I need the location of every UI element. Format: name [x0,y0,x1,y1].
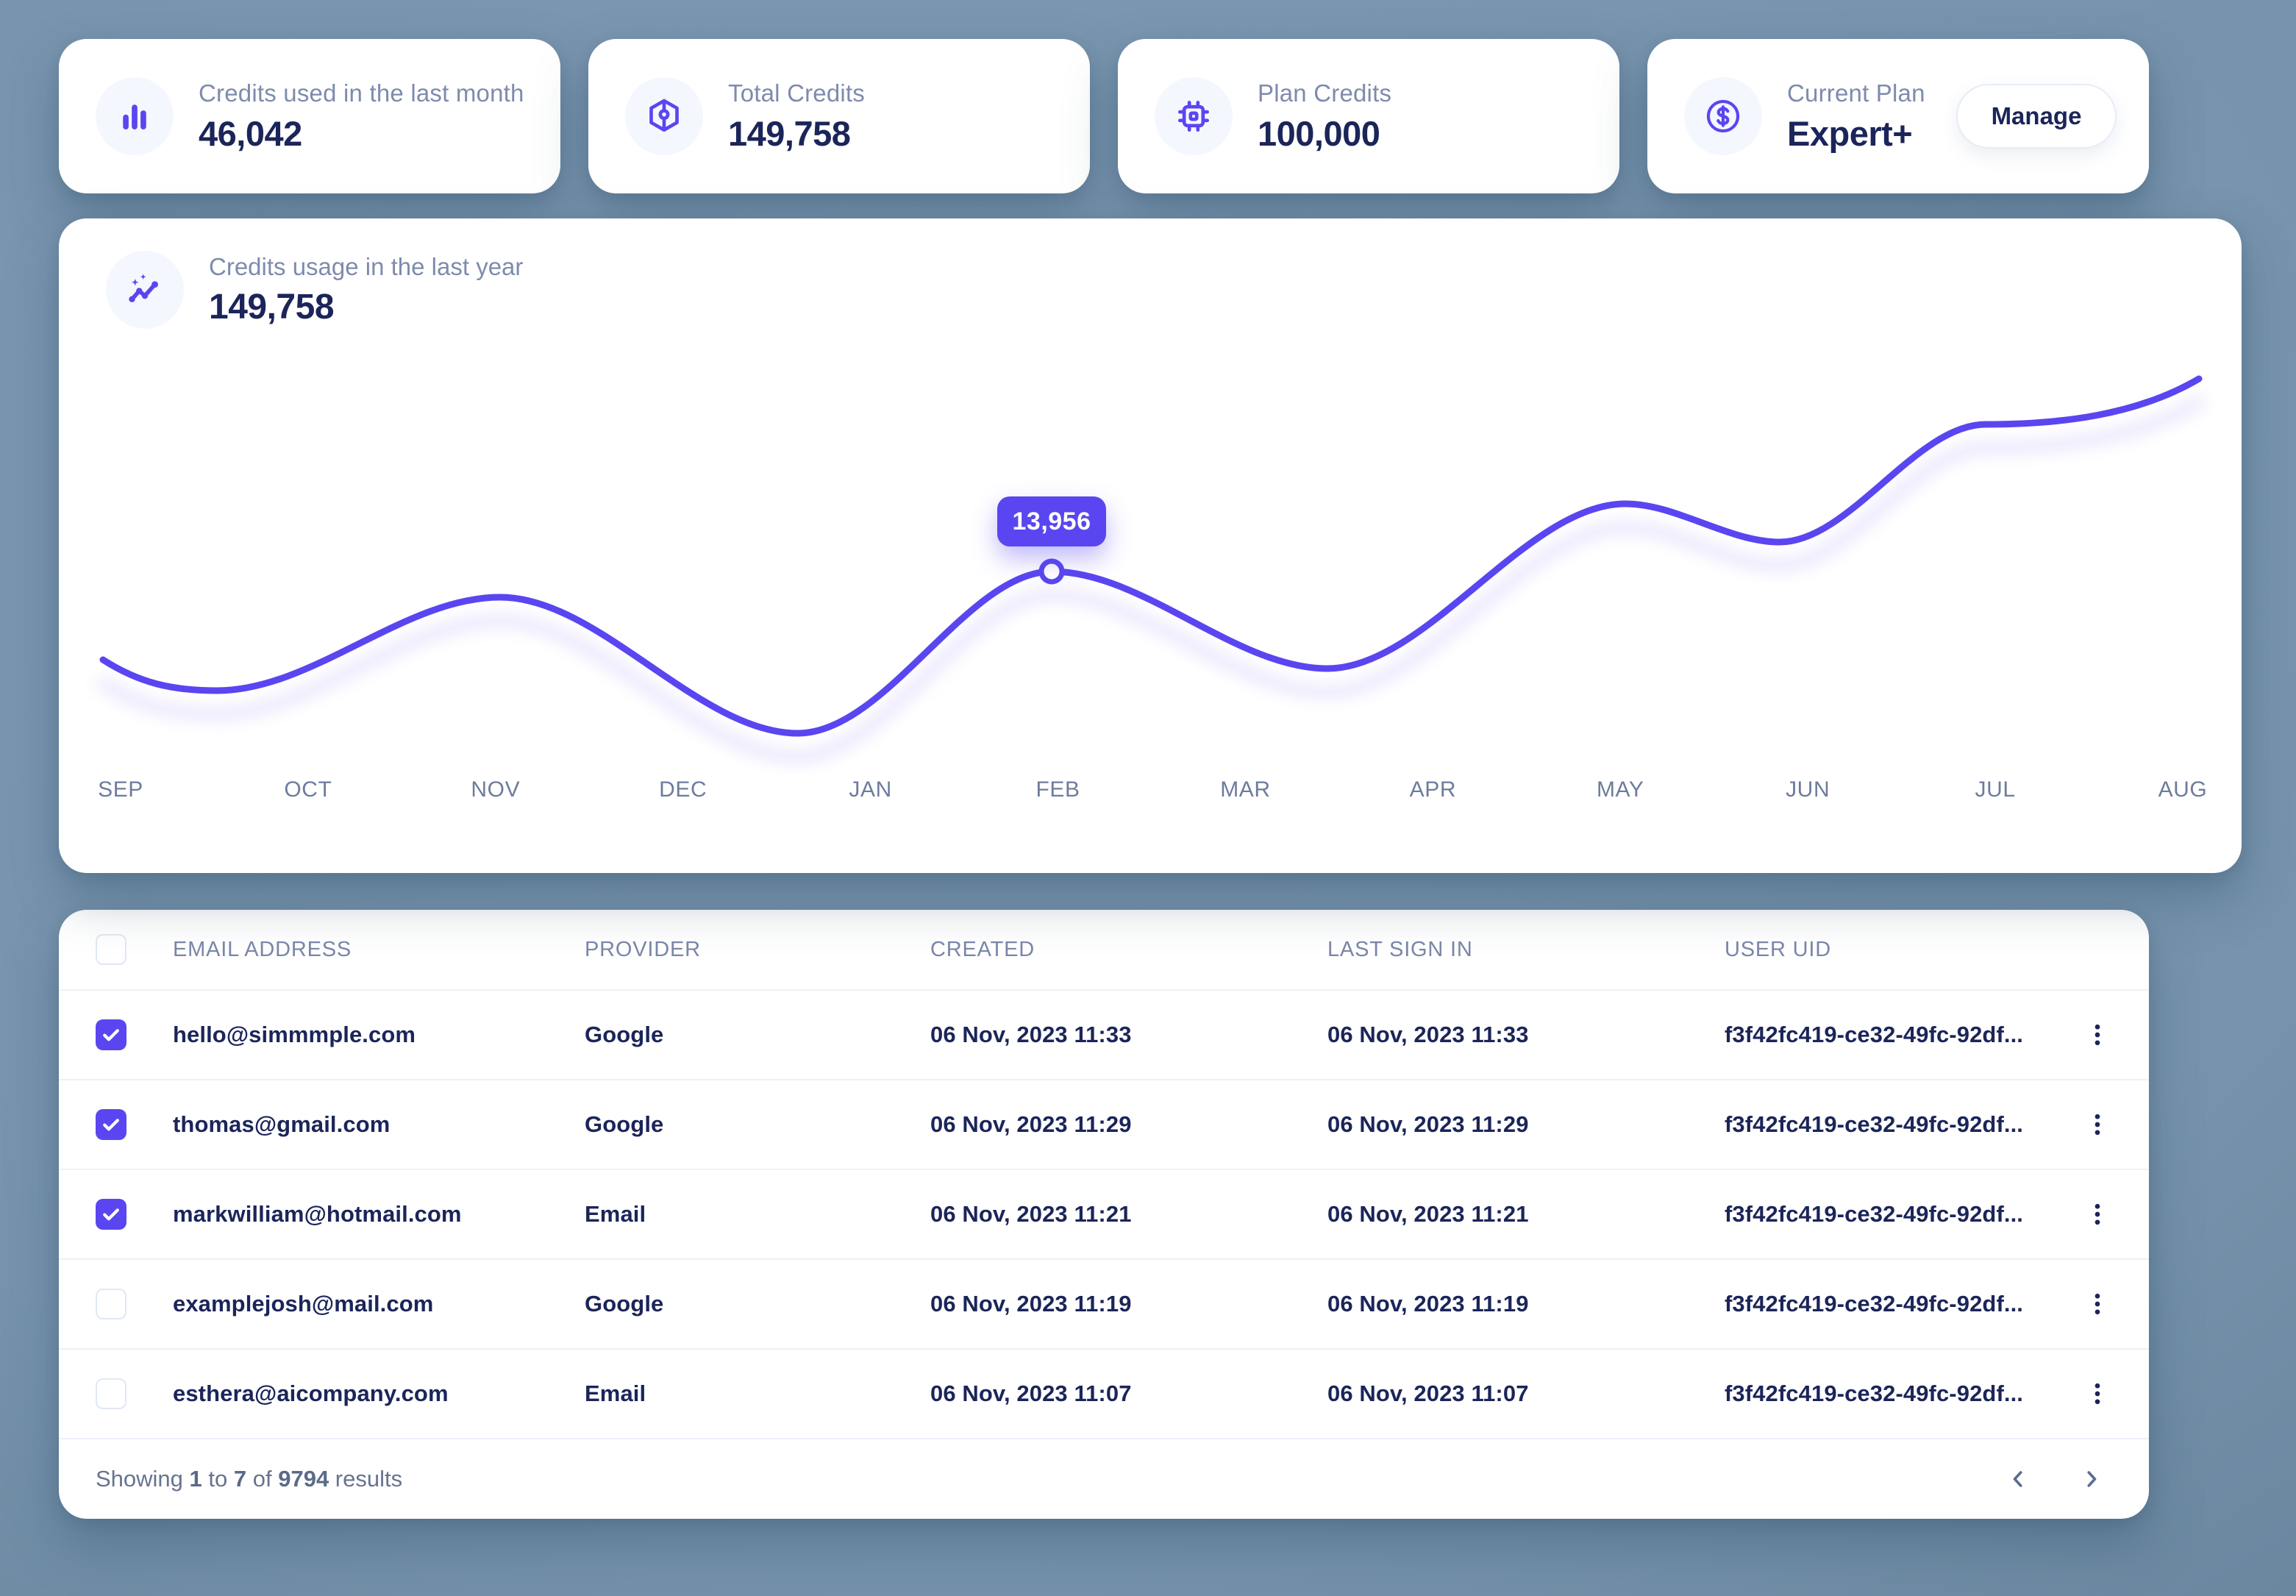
dollar-icon [1684,77,1762,155]
provider-cell: Email [585,1201,646,1227]
month-label: OCT [284,777,332,802]
stat-label: Plan Credits [1258,79,1392,107]
created-cell: 06 Nov, 2023 11:21 [930,1201,1132,1227]
chart-header: Credits usage in the last year 149,758 [106,251,523,329]
users-table-card: EMAIL ADDRESS PROVIDER CREATED LAST SIGN… [59,910,2149,1519]
col-header-created: CREATED [930,937,1035,961]
created-cell: 06 Nov, 2023 11:07 [930,1381,1132,1406]
month-label: MAR [1220,777,1271,802]
table-row: examplejosh@mail.com Google 06 Nov, 2023… [59,1258,2149,1348]
table-body: hello@simmmple.com Google 06 Nov, 2023 1… [59,989,2149,1438]
month-label: MAY [1596,777,1644,802]
trend-sparkle-icon [106,251,184,329]
month-label: FEB [1035,777,1080,802]
last-sign-in-cell: 06 Nov, 2023 11:33 [1327,1022,1529,1047]
col-header-provider: PROVIDER [585,937,701,961]
chart-tooltip-value: 13,956 [1012,507,1091,535]
email-cell: thomas@gmail.com [173,1111,391,1137]
user-uid-cell: f3f42fc419-ce32-49fc-92df... [1725,1022,2024,1047]
usage-line [99,375,2203,737]
chart-tooltip: 13,956 [997,496,1106,546]
stat-card: Current Plan Expert+ Manage [1647,39,2149,193]
row-checkbox[interactable] [96,1378,126,1409]
stat-label: Credits used in the last month [199,79,524,107]
row-checkbox[interactable] [96,1019,126,1050]
stat-card: Total Credits 149,758 [588,39,1090,193]
month-label: NOV [471,777,521,802]
stat-value: Expert+ [1787,113,1913,153]
usage-line-shadow [97,396,2205,763]
user-uid-cell: f3f42fc419-ce32-49fc-92df... [1725,1201,2024,1227]
month-label: JAN [849,777,892,802]
stat-card: Credits used in the last month 46,042 [59,39,560,193]
col-header-email: EMAIL ADDRESS [173,937,352,961]
usage-line-chart [97,375,2205,763]
table-row: markwilliam@hotmail.com Email 06 Nov, 20… [59,1169,2149,1258]
table-row: esthera@aicompany.com Email 06 Nov, 2023… [59,1348,2149,1438]
stats-row: Credits used in the last month 46,042 To… [59,39,2296,193]
chip-icon [1155,77,1233,155]
cube-icon [625,77,703,155]
month-label: SEP [98,777,143,802]
select-all-checkbox[interactable] [96,934,126,965]
last-sign-in-cell: 06 Nov, 2023 11:19 [1327,1291,1529,1317]
x-axis-months: SEP OCT NOV DEC JAN FEB MAR APR MAY JUN JUL AUG [87,777,2217,802]
stat-value: 100,000 [1258,113,1380,153]
manage-button[interactable]: Manage [1956,84,2117,149]
stat-label: Current Plan [1787,79,1925,107]
col-header-user-uid: USER UID [1725,937,1831,961]
last-sign-in-cell: 06 Nov, 2023 11:29 [1327,1111,1529,1137]
row-menu-button[interactable] [2075,1282,2119,1326]
stat-card: Plan Credits 100,000 [1118,39,1619,193]
usage-chart-card: Credits usage in the last year 149,758 1… [59,218,2242,873]
email-cell: esthera@aicompany.com [173,1381,449,1406]
provider-cell: Email [585,1381,646,1406]
user-uid-cell: f3f42fc419-ce32-49fc-92df... [1725,1111,2024,1137]
chart-marker-point[interactable] [1038,558,1065,585]
row-checkbox[interactable] [96,1289,126,1319]
table-row: hello@simmmple.com Google 06 Nov, 2023 1… [59,989,2149,1079]
stat-value: 149,758 [728,113,851,153]
stat-label: Total Credits [728,79,866,107]
chart-total-value: 149,758 [209,287,335,327]
table-row: thomas@gmail.com Google 06 Nov, 2023 11:… [59,1079,2149,1169]
results-summary: Showing 1 to 7 of 9794 results [96,1466,403,1492]
table-footer: Showing 1 to 7 of 9794 results [59,1438,2149,1519]
row-checkbox[interactable] [96,1199,126,1230]
row-menu-button[interactable] [2075,1013,2119,1057]
provider-cell: Google [585,1111,664,1137]
stat-value: 46,042 [199,113,302,153]
email-cell: markwilliam@hotmail.com [173,1201,462,1227]
email-cell: hello@simmmple.com [173,1022,416,1047]
row-checkbox[interactable] [96,1109,126,1140]
provider-cell: Google [585,1291,664,1317]
user-uid-cell: f3f42fc419-ce32-49fc-92df... [1725,1291,2024,1317]
created-cell: 06 Nov, 2023 11:29 [930,1111,1132,1137]
table-header-row: EMAIL ADDRESS PROVIDER CREATED LAST SIGN… [59,910,2149,989]
prev-page-button[interactable] [2002,1463,2034,1495]
row-menu-button[interactable] [2075,1372,2119,1416]
row-menu-button[interactable] [2075,1192,2119,1236]
row-menu-button[interactable] [2075,1102,2119,1147]
month-label: APR [1409,777,1457,802]
created-cell: 06 Nov, 2023 11:19 [930,1291,1132,1317]
chart-title: Credits usage in the last year [209,252,524,280]
bar-chart-icon [96,77,174,155]
created-cell: 06 Nov, 2023 11:33 [930,1022,1132,1047]
last-sign-in-cell: 06 Nov, 2023 11:21 [1327,1201,1529,1227]
next-page-button[interactable] [2075,1463,2108,1495]
provider-cell: Google [585,1022,664,1047]
email-cell: examplejosh@mail.com [173,1291,434,1317]
month-label: AUG [2158,777,2208,802]
month-label: DEC [659,777,707,802]
month-label: JUL [1975,777,2016,802]
credits-dashboard: Credits used in the last month 46,042 To… [59,39,2296,1519]
user-uid-cell: f3f42fc419-ce32-49fc-92df... [1725,1381,2024,1406]
pagination [2002,1463,2108,1495]
last-sign-in-cell: 06 Nov, 2023 11:07 [1327,1381,1529,1406]
col-header-last-sign-in: LAST SIGN IN [1327,937,1473,961]
month-label: JUN [1786,777,1830,802]
